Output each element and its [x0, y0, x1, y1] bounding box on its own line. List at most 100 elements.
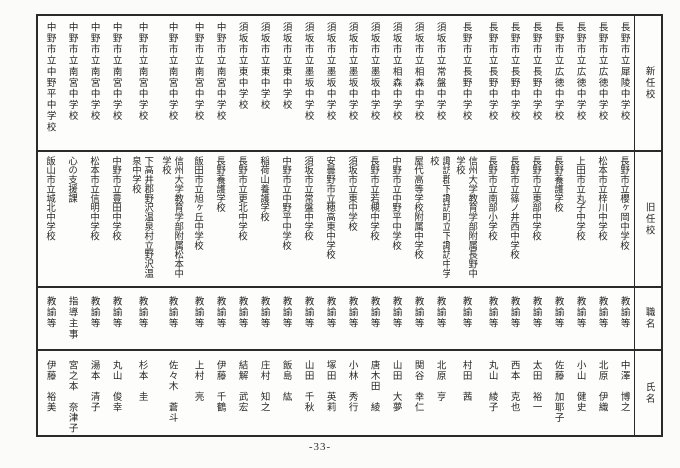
- job-title-text: 教諭等: [192, 296, 203, 330]
- job-title-cell: 教諭等: [340, 288, 362, 351]
- person-column: 須坂市立東中学校 中野市立中野平中学校 教諭等 飯島 紘: [274, 16, 296, 435]
- old-school-cell: 松本市立信明中学校: [82, 152, 104, 288]
- old-school-text: 長野市立篠ノ井西中学校: [508, 156, 519, 260]
- name-text: 山田 大夢: [390, 360, 401, 413]
- name-cell: 山田 千秋: [296, 351, 318, 435]
- job-title-text: 教諭等: [346, 296, 357, 330]
- old-school-text: 飯山市立城北中学校: [44, 156, 55, 241]
- new-school-cell: 須坂市立東中学校: [274, 16, 296, 152]
- name-text: 上村 亮: [192, 360, 203, 402]
- name-text: 丸山 俊幸: [110, 360, 121, 413]
- new-school-text: 長野市立広徳中学校: [552, 22, 563, 122]
- old-school-cell: 長野市立櫻ヶ岡中学校: [612, 152, 634, 288]
- header-name-label: 氏名: [643, 381, 654, 405]
- job-title-cell: 教諭等: [296, 288, 318, 351]
- person-column: 須坂市立墨坂中学校 須坂市立常盤中学校 教諭等 山田 千秋: [296, 16, 318, 435]
- new-school-text: 中野市立南宮中学校: [66, 22, 77, 122]
- name-text: 西本 克也: [508, 360, 519, 413]
- name-text: 杉本 圭: [136, 360, 147, 402]
- old-school-text: 諏訪郡下諏訪町立下諏訪中学校: [428, 156, 450, 279]
- old-school-text: 信州大学教育学部附属長野中学校: [454, 156, 477, 279]
- old-school-text: 中野市立豊田中学校: [110, 156, 121, 241]
- old-school-cell: 信州大学教育学部附属松本中学校: [156, 152, 186, 288]
- name-text: 結解 武宏: [236, 360, 247, 413]
- name-cell: 丸山 綾子: [480, 351, 502, 435]
- new-school-text: 須坂市立東中学校: [236, 22, 247, 111]
- old-school-cell: 飯山市立城北中学校: [38, 152, 60, 288]
- old-school-text: 松本市立梓川中学校: [596, 156, 607, 241]
- old-school-cell: 信州大学教育学部附属長野中学校: [450, 152, 480, 288]
- person-column: 中野市立南宮中学校 飯田市立旭ヶ丘中学校 教諭等 上村 亮: [186, 16, 208, 435]
- old-school-text: 長野市立南部小学校: [486, 156, 497, 241]
- person-column: 中野市立中野平中学校 飯山市立城北中学校 教諭等 伊藤 裕美: [38, 16, 60, 435]
- old-school-text: 屋代高等学校附属中学校: [412, 156, 423, 260]
- name-cell: 上村 亮: [186, 351, 208, 435]
- new-school-text: 長野市立長野中学校: [460, 22, 471, 122]
- old-school-cell: 須坂市立東中学校: [340, 152, 362, 288]
- new-school-text: 須坂市立常盤中学校: [434, 22, 445, 122]
- job-title-cell: 指導主事: [60, 288, 82, 351]
- name-text: 小林 秀行: [346, 360, 357, 413]
- job-title-cell: 教諭等: [38, 288, 60, 351]
- name-cell: 宮之本 奈津子: [60, 351, 82, 435]
- old-school-text: 心の支援課: [66, 156, 77, 203]
- new-school-text: 須坂市立墨坂中学校: [368, 22, 379, 122]
- job-title-text: 教諭等: [412, 296, 423, 330]
- new-school-text: 長野市立広徳中学校: [596, 22, 607, 122]
- new-school-cell: 中野市立南宮中学校: [208, 16, 230, 152]
- new-school-cell: 長野市立長野中学校: [502, 16, 524, 152]
- person-column: 長野市立広徳中学校 松本市立梓川中学校 教諭等 北原 伊織: [590, 16, 612, 435]
- new-school-cell: 須坂市立墨坂中学校: [340, 16, 362, 152]
- new-school-text: 中野市立南宮中学校: [166, 22, 177, 122]
- person-column: 須坂市立墨坂中学校 須坂市立東中学校 教諭等 小林 秀行: [340, 16, 362, 435]
- new-school-text: 須坂市立東中学校: [258, 22, 269, 111]
- new-school-cell: 須坂市立東中学校: [252, 16, 274, 152]
- old-school-cell: 心の支援課: [60, 152, 82, 288]
- name-cell: 杉本 圭: [126, 351, 156, 435]
- name-text: 佐藤 加耶子: [552, 360, 563, 423]
- name-cell: 唐木田 綾: [362, 351, 384, 435]
- new-school-cell: 長野市立長野中学校: [480, 16, 502, 152]
- person-column: 長野市立長野中学校 長野市立篠ノ井西中学校 教諭等 西本 克也: [502, 16, 524, 435]
- job-title-cell: 教諭等: [480, 288, 502, 351]
- new-school-cell: 須坂市立墨坂中学校: [318, 16, 340, 152]
- job-title-text: 教諭等: [508, 296, 519, 330]
- name-cell: 湯本 清子: [82, 351, 104, 435]
- job-title-cell: 教諭等: [126, 288, 156, 351]
- new-school-cell: 須坂市立相森中学校: [384, 16, 406, 152]
- new-school-text: 須坂市立東中学校: [280, 22, 291, 111]
- name-cell: 結解 武宏: [230, 351, 252, 435]
- new-school-text: 須坂市立墨坂中学校: [324, 22, 335, 122]
- job-title-text: 教諭等: [280, 296, 291, 330]
- old-school-text: 長野市立更北中学校: [236, 156, 247, 241]
- old-school-cell: 中野市立豊田中学校: [104, 152, 126, 288]
- person-column: 長野市立長野中学校 長野市立東部中学校 教諭等 太田 裕一: [524, 16, 546, 435]
- new-school-text: 須坂市立相森中学校: [390, 22, 401, 122]
- new-school-text: 長野市立長野中学校: [530, 22, 541, 122]
- name-text: 伊藤 千鶴: [214, 360, 225, 413]
- old-school-cell: 長野市立更北中学校: [230, 152, 252, 288]
- old-school-text: 長野養護学校: [552, 156, 563, 213]
- person-column: 須坂市立相森中学校 中野市立中野平中学校 教諭等 山田 大夢: [384, 16, 406, 435]
- old-school-cell: 諏訪郡下諏訪町立下諏訪中学校: [428, 152, 450, 288]
- person-column: 須坂市立相森中学校 屋代高等学校附属中学校 教諭等 関谷 幸仁: [406, 16, 428, 435]
- job-title-cell: 教諭等: [156, 288, 186, 351]
- old-school-text: 安曇野市立穂高東中学校: [324, 156, 335, 260]
- old-school-cell: 稲荷山養護学校: [252, 152, 274, 288]
- name-cell: 佐々木 蒼斗: [156, 351, 186, 435]
- job-title-cell: 教諭等: [612, 288, 634, 351]
- job-title-cell: 教諭等: [568, 288, 590, 351]
- old-school-text: 須坂市立常盤中学校: [302, 156, 313, 241]
- new-school-cell: 長野市立長野中学校: [450, 16, 480, 152]
- person-column: 長野市立広徳中学校 上田市立丸子中学校 教諭等 小山 健史: [568, 16, 590, 435]
- job-title-text: 教諭等: [596, 296, 607, 330]
- name-text: 唐木田 綾: [368, 360, 379, 413]
- old-school-cell: 上田市立丸子中学校: [568, 152, 590, 288]
- job-title-cell: 教諭等: [428, 288, 450, 351]
- name-text: 宮之本 奈津子: [66, 360, 77, 434]
- person-column: 須坂市立東中学校 長野市立更北中学校 教諭等 結解 武宏: [230, 16, 252, 435]
- name-cell: 庄村 知之: [252, 351, 274, 435]
- old-school-text: 松本市立信明中学校: [88, 156, 99, 241]
- name-text: 太田 裕一: [530, 360, 541, 413]
- old-school-text: 飯田市立旭ヶ丘中学校: [192, 156, 203, 250]
